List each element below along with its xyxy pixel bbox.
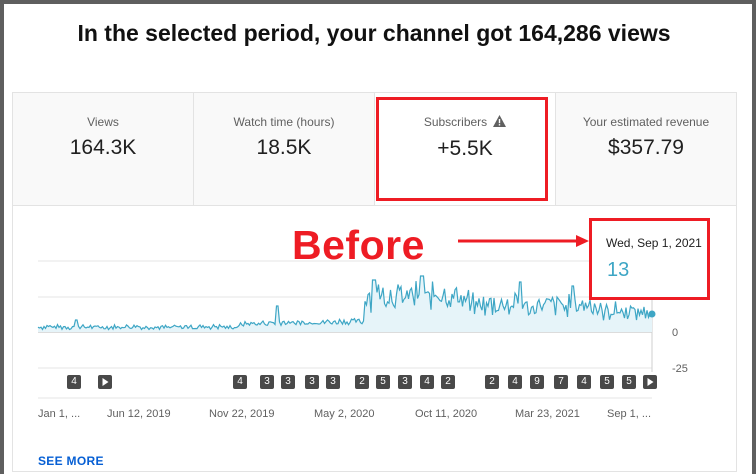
- y-tick-label: -25: [672, 363, 688, 375]
- video-marker[interactable]: 3: [305, 375, 319, 389]
- video-marker[interactable]: 4: [508, 375, 522, 389]
- metric-label: Your estimated revenue: [582, 115, 710, 129]
- metric-value: 18.5K: [256, 136, 312, 159]
- video-marker[interactable]: 4: [420, 375, 434, 389]
- metric-tabs: Views 164.3K Watch time (hours) 18.5K Su…: [13, 93, 736, 206]
- video-marker[interactable]: 2: [441, 375, 455, 389]
- video-marker[interactable]: 9: [530, 375, 544, 389]
- hover-point[interactable]: [648, 310, 656, 318]
- series-line: [37, 275, 653, 331]
- play-icon[interactable]: [643, 375, 657, 389]
- x-tick-label: Jun 12, 2019: [107, 408, 171, 420]
- video-marker[interactable]: 7: [554, 375, 568, 389]
- video-marker[interactable]: 3: [398, 375, 412, 389]
- metric-value: +5.5K: [437, 137, 493, 160]
- series-area: [38, 276, 652, 332]
- x-tick-label: Oct 11, 2020: [415, 408, 478, 420]
- video-marker[interactable]: 2: [355, 375, 369, 389]
- tab-revenue[interactable]: Your estimated revenue $357.79: [556, 93, 736, 205]
- tooltip-value: 13: [607, 259, 630, 281]
- x-tick-label: Jan 1, ...: [38, 408, 81, 420]
- video-marker[interactable]: 3: [260, 375, 274, 389]
- highlight-box: [376, 97, 548, 201]
- video-marker[interactable]: 2: [485, 375, 499, 389]
- play-icon[interactable]: [98, 375, 112, 389]
- video-marker[interactable]: 3: [281, 375, 295, 389]
- x-tick-label: Nov 22, 2019: [209, 408, 275, 420]
- tab-views[interactable]: Views 164.3K: [13, 93, 194, 205]
- chart-tooltip: Wed, Sep 1, 2021 13: [589, 218, 710, 300]
- tooltip-date: Wed, Sep 1, 2021: [606, 236, 702, 250]
- annotation-label: Before: [292, 222, 425, 268]
- video-marker[interactable]: 4: [233, 375, 247, 389]
- tab-watch-time[interactable]: Watch time (hours) 18.5K: [194, 93, 375, 205]
- page-title: In the selected period, your channel got…: [77, 20, 671, 46]
- metric-label: Subscribers: [375, 115, 555, 130]
- arrow-icon: [458, 235, 589, 247]
- metric-value: $357.79: [608, 136, 684, 159]
- video-marker[interactable]: 5: [600, 375, 614, 389]
- video-marker[interactable]: 4: [67, 375, 81, 389]
- metric-label: Watch time (hours): [233, 115, 335, 129]
- y-tick-label: 0: [672, 327, 679, 339]
- metric-label-text: Subscribers: [423, 115, 488, 129]
- video-marker[interactable]: 5: [622, 375, 636, 389]
- video-marker[interactable]: 4: [577, 375, 591, 389]
- metric-value: 164.3K: [69, 136, 137, 159]
- x-tick-label: Sep 1, ...: [607, 408, 652, 420]
- metric-label: Views: [87, 115, 119, 129]
- video-marker[interactable]: 5: [376, 375, 390, 389]
- x-tick-label: May 2, 2020: [314, 408, 375, 420]
- tab-subscribers[interactable]: Subscribers +5.5K: [375, 93, 556, 205]
- x-tick-label: Mar 23, 2021: [515, 408, 580, 420]
- warning-icon[interactable]: [493, 115, 507, 130]
- video-marker[interactable]: 3: [326, 375, 340, 389]
- see-more-link[interactable]: SEE MORE: [38, 454, 104, 468]
